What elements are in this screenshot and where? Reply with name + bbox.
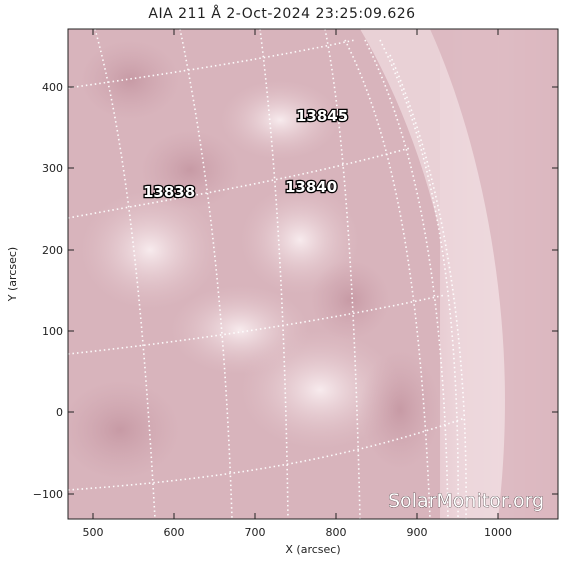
y-tick-label: 100 — [42, 325, 63, 338]
x-tick-label: 1000 — [484, 526, 512, 539]
y-axis-ticks — [68, 86, 558, 495]
plot-frame — [67, 28, 559, 520]
x-tick-label: 900 — [407, 526, 428, 539]
x-axis-label: X (arcsec) — [285, 543, 340, 556]
x-tick-label: 600 — [164, 526, 185, 539]
x-tick-label: 800 — [326, 526, 347, 539]
watermark: SolarMonitor.org — [388, 490, 544, 512]
region-label: 13845 — [296, 107, 348, 125]
plot-title: AIA 211 Å 2-Oct-2024 23:25:09.626 — [148, 6, 416, 22]
region-label: 13838 — [143, 183, 195, 201]
y-axis-label: Y (arcsec) — [6, 247, 19, 302]
coordinate-grid — [68, 29, 467, 519]
x-axis-ticks — [92, 29, 499, 519]
y-tick-label: 200 — [42, 244, 63, 257]
y-tick-label: −100 — [33, 488, 63, 501]
solar-image: 13845 13838 13840 SolarMonitor.org — [68, 29, 558, 519]
y-tick-label: 300 — [42, 162, 63, 175]
region-label: 13840 — [285, 178, 337, 196]
y-tick-label: 400 — [42, 81, 63, 94]
x-tick-label: 700 — [245, 526, 266, 539]
y-tick-label: 0 — [56, 406, 63, 419]
x-tick-label: 500 — [83, 526, 104, 539]
